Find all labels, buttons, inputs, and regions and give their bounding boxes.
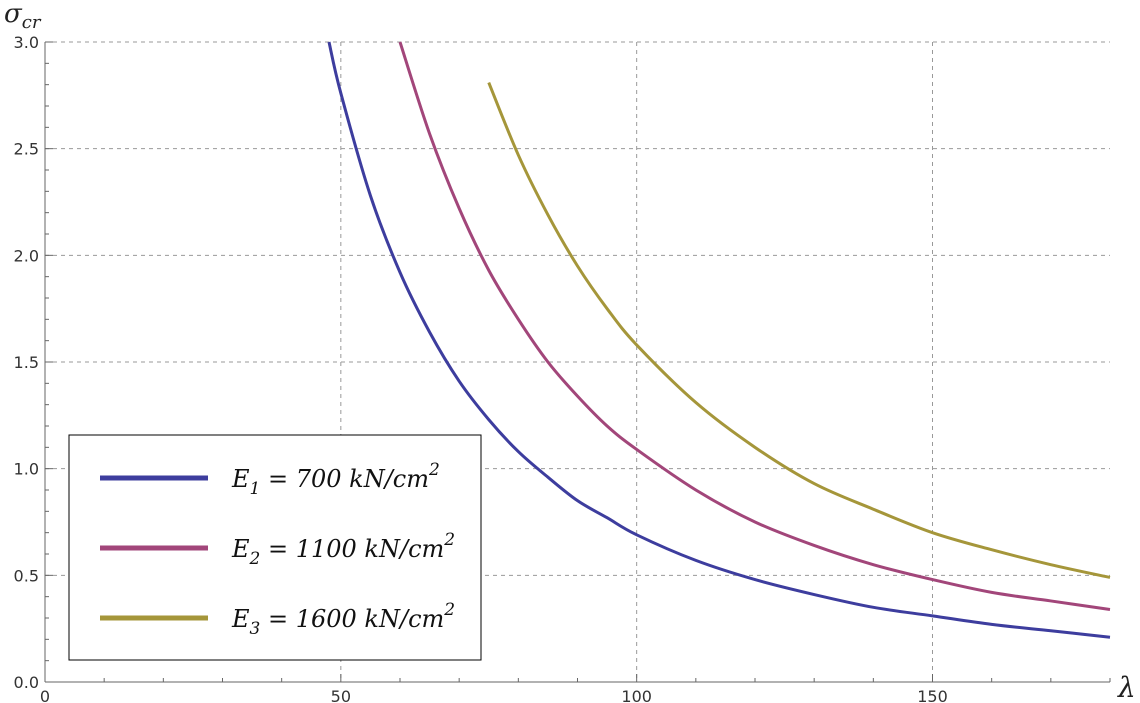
series-line-3 [487, 81, 1111, 579]
series-line-2 [398, 41, 1111, 611]
y-tick-label: 1.0 [14, 460, 39, 479]
y-tick-label: 2.5 [14, 140, 39, 159]
series-lines [327, 41, 1111, 639]
tick-labels: 0 50 100 150 0.0 0.5 1.0 1.5 2.0 2.5 3.0 [14, 33, 948, 703]
x-axis-label: λ [1117, 671, 1136, 703]
y-axis-label: σcr [4, 0, 42, 33]
legend-label-1: E1 = 700 kN/cm2 [231, 460, 440, 499]
legend-label-3: E3 = 1600 kN/cm2 [231, 600, 455, 639]
y-tick-label: 0.0 [14, 673, 39, 692]
y-tick-label: 1.5 [14, 353, 39, 372]
x-tick-label: 150 [917, 687, 948, 703]
legend-label-2: E2 = 1100 kN/cm2 [231, 530, 455, 569]
x-tick-label: 50 [331, 687, 351, 703]
x-tick-label: 100 [621, 687, 652, 703]
y-tick-label: 0.5 [14, 566, 39, 585]
y-tick-label: 2.0 [14, 246, 39, 265]
series-line-1 [327, 41, 1111, 639]
x-tick-label: 0 [40, 687, 50, 703]
y-tick-label: 3.0 [14, 33, 39, 52]
axes [44, 41, 1111, 683]
legend: E1 = 700 kN/cm2 E2 = 1100 kN/cm2 E3 = 1600… [68, 434, 482, 661]
